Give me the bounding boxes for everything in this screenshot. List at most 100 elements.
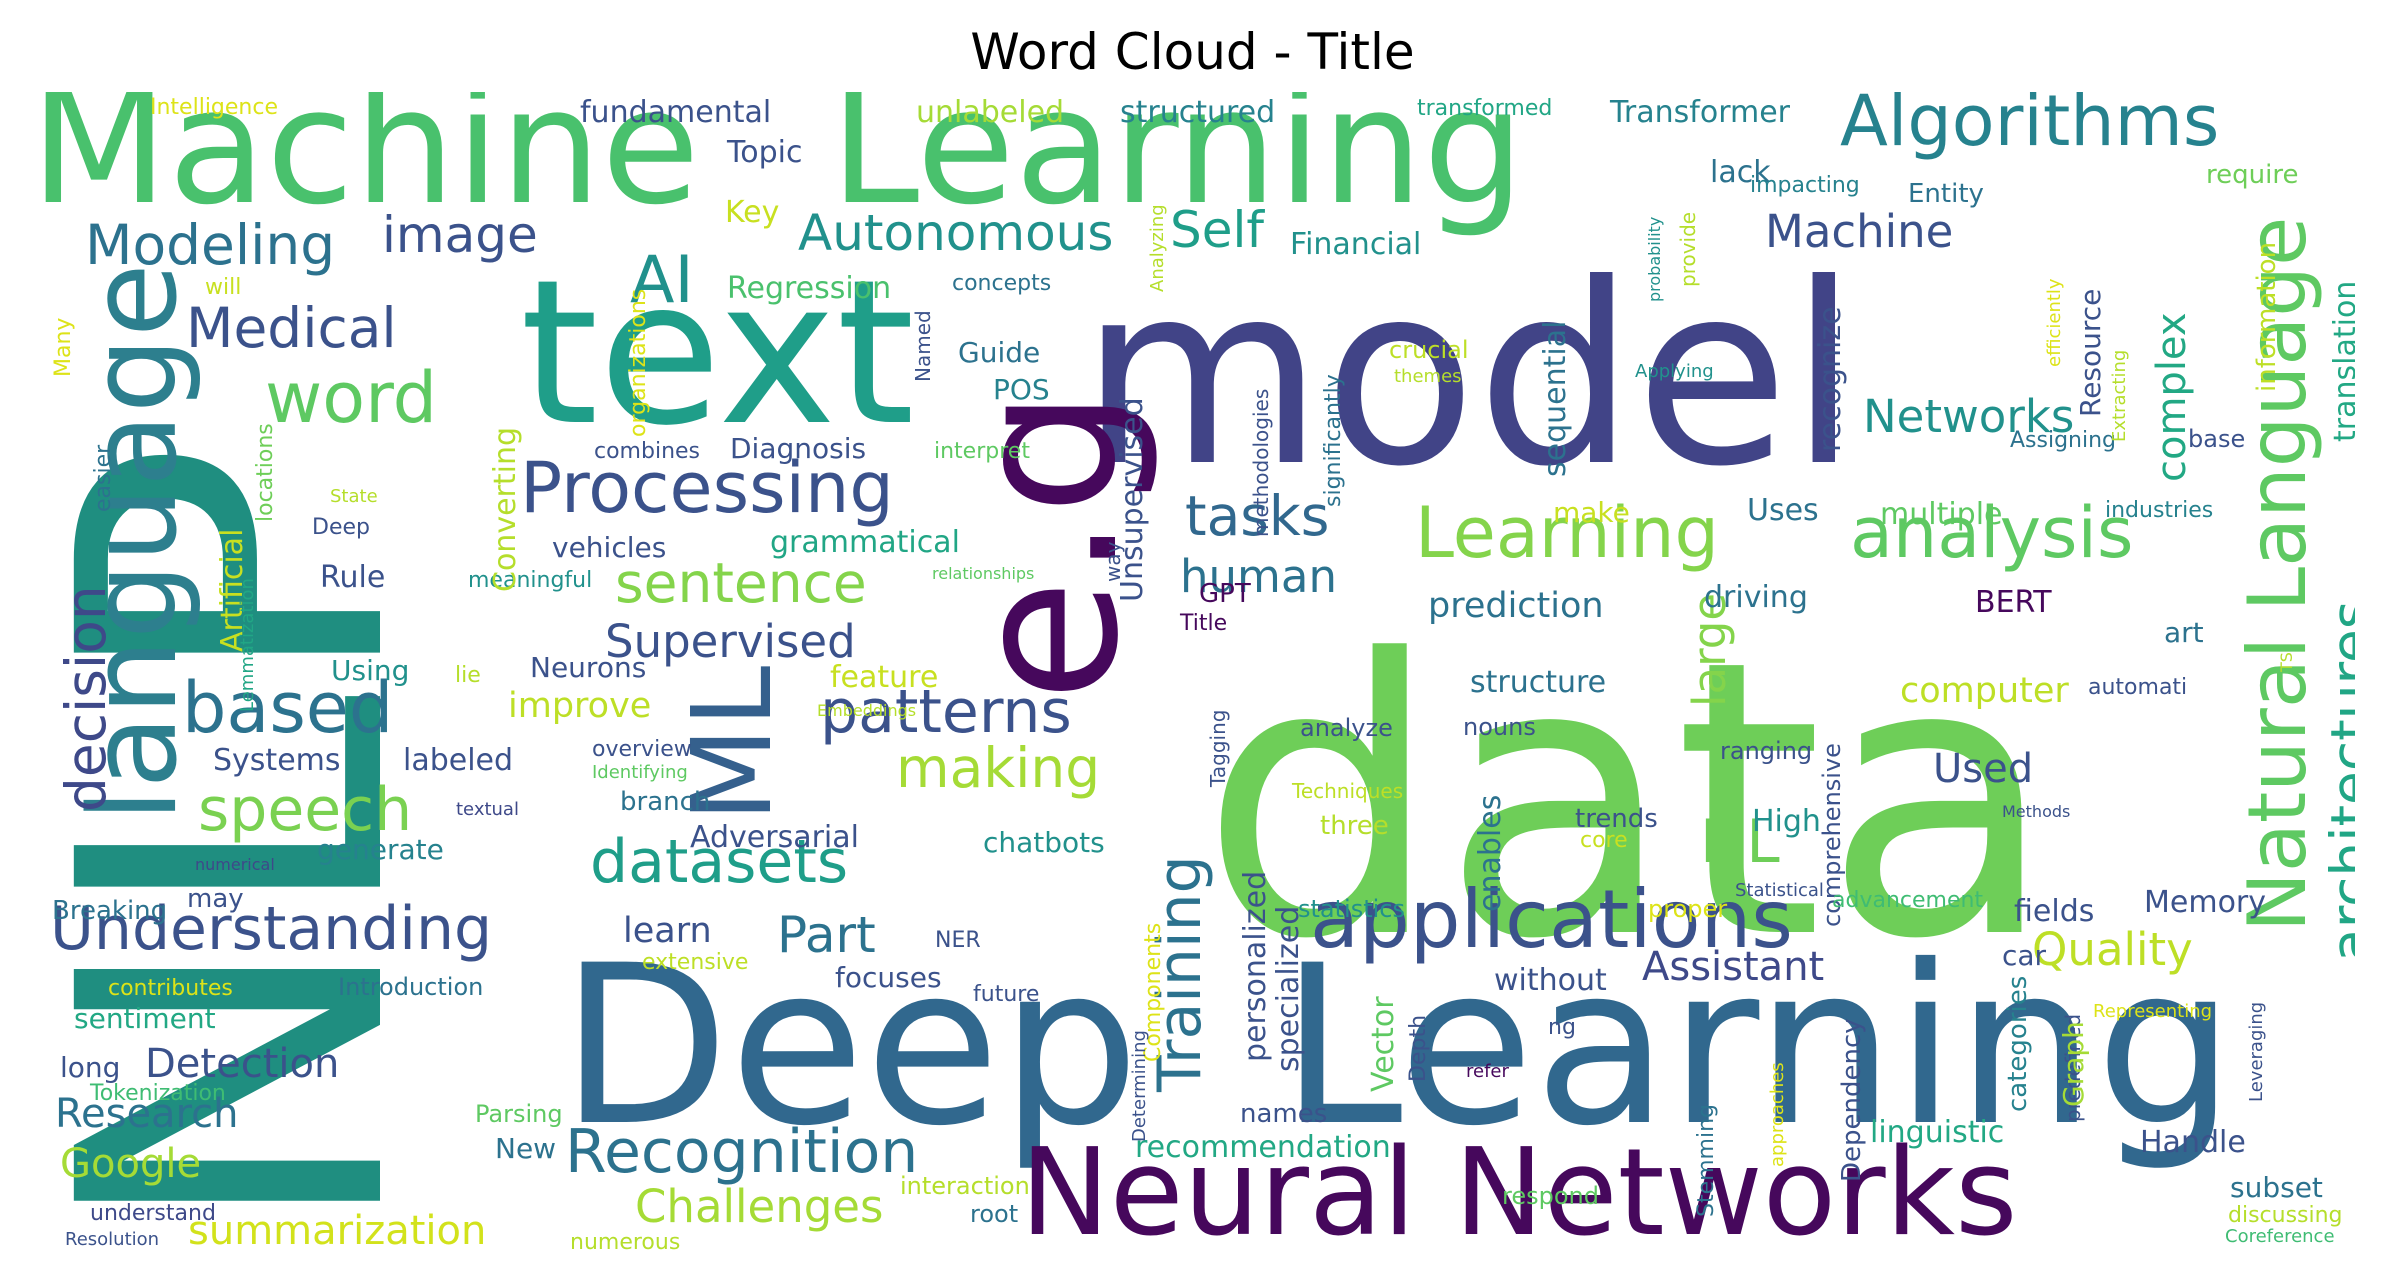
word-supervised: Supervised (605, 615, 856, 668)
word-concepts: concepts (952, 271, 1051, 296)
word-new: New (495, 1132, 556, 1165)
word-significantly: significantly (1321, 374, 1346, 507)
word-learning: Learning (830, 92, 1525, 240)
word-uses: Uses (1747, 493, 1819, 528)
word-three: three (1320, 811, 1389, 841)
word-refer: refer (1466, 1061, 1509, 1082)
word-neural-networks: Neural Networks (1020, 1124, 2018, 1263)
word-bert: BERT (1975, 585, 2052, 620)
word-handle: Handle (2140, 1125, 2246, 1160)
word-impacting: impacting (1750, 173, 1860, 198)
word-financial: Financial (1290, 227, 1421, 262)
word-word: word (265, 357, 437, 439)
word-recognition: Recognition (565, 1117, 918, 1187)
word-text: text (520, 237, 915, 470)
word-autonomous: Autonomous (798, 204, 1113, 262)
word-categories: categories (2003, 976, 2033, 1112)
figure-title: Word Cloud - Title (970, 23, 1415, 81)
word-driving: driving (1704, 580, 1808, 615)
word-applications: applications (1310, 873, 1793, 966)
word-machine: Machine (1765, 205, 1953, 258)
word-ner: NER (935, 928, 981, 953)
word-quality: Quality (2032, 923, 2193, 976)
word-depth: Depth (1406, 1015, 1431, 1082)
word-enables: enables (1473, 795, 1508, 912)
word-stemming: Stemming (1694, 1104, 1719, 1217)
word-contributes: contributes (108, 976, 233, 1001)
word-generate: generate (317, 833, 444, 866)
word-combines: combines (594, 439, 700, 464)
word-data: data (1200, 579, 2056, 1022)
word-art: art (2164, 616, 2204, 649)
word-deep: Deep (560, 918, 1140, 1174)
word-interpret: interpret (934, 439, 1030, 464)
word-advancement: advancement (1832, 888, 1983, 913)
word-multiple: multiple (1880, 497, 2003, 532)
word-learn: learn (623, 911, 712, 951)
word-processing: Processing (520, 447, 894, 529)
word-make: make (1553, 496, 1630, 529)
word-challenges: Challenges (635, 1180, 883, 1233)
word-methodologies: methodologies (1249, 389, 1273, 537)
word-pos: POS (993, 373, 1050, 406)
word-provide: provide (1676, 212, 1700, 287)
word-machine: Machine (30, 92, 700, 240)
word-sequential: sequential (1538, 321, 1573, 477)
word-unsupervised: Unsupervised (1115, 397, 1150, 602)
word-long: long (60, 1051, 120, 1084)
word-branch: branch (620, 787, 710, 817)
word-labeled: labeled (403, 743, 513, 778)
word-resource: Resource (2074, 289, 2107, 417)
word-numerous: numerous (570, 1230, 680, 1255)
word-transformed: transformed (1417, 96, 1552, 121)
word-training: Training (1145, 855, 1215, 1093)
word-diagnosis: Diagnosis (730, 432, 866, 465)
word-may: may (187, 884, 244, 914)
word-structured: structured (1120, 95, 1275, 130)
word-transformer: Transformer (1609, 95, 1791, 130)
word-part: Part (777, 906, 876, 964)
word-topic: Topic (726, 135, 802, 170)
word-learning: Learning (1415, 492, 1719, 574)
word-linguistic: linguistic (1870, 1115, 2004, 1150)
word-extensive: extensive (642, 950, 748, 975)
word-research: Research (55, 1091, 238, 1137)
word-locations: locations (253, 423, 278, 522)
word-ts: TS (2277, 652, 2296, 673)
word-respond: respond (1502, 1182, 1599, 1210)
word-entity: Entity (1908, 179, 1984, 209)
word-industries: industries (2105, 498, 2213, 523)
word-base: base (2188, 425, 2245, 453)
word-unlabeled: unlabeled (916, 95, 1064, 130)
word-ml: ML (668, 666, 796, 822)
word-computer: computer (1900, 671, 2069, 711)
word-learning: Learning (1280, 918, 2235, 1174)
word-parsing: Parsing (475, 1100, 563, 1128)
word-breaking: Breaking (52, 896, 167, 926)
word-extracting: Extracting (2109, 350, 2130, 442)
word-translation: translation (2328, 281, 2355, 442)
word-predefined: predefined (2061, 1014, 2085, 1122)
word-graph: Graph (2057, 1021, 2090, 1107)
word-complex: complex (2149, 312, 2195, 482)
word-structure: structure (1470, 665, 1606, 700)
word-identifying: Identifying (592, 762, 688, 783)
word-key: Key (725, 195, 779, 230)
word-lie: lie (455, 663, 481, 688)
word-resolution: Resolution (65, 1229, 159, 1250)
word-model: model (1080, 230, 1858, 521)
word-image: image (382, 206, 538, 264)
word-comprehensive: comprehensive (1818, 743, 1846, 927)
word-crucial: crucial (1389, 336, 1469, 364)
word-representing: Representing (2093, 1001, 2212, 1022)
word-interaction: interaction (900, 1172, 1030, 1200)
word-making: making (896, 736, 1100, 800)
word-algorithms: Algorithms (1840, 92, 2219, 162)
word-automati: automati (2088, 675, 2187, 700)
word-gpt: GPT (1199, 579, 1251, 609)
word-summarization: summarization (188, 1208, 486, 1254)
word-grammatical: grammatical (770, 525, 960, 560)
word-overview: overview (592, 737, 692, 762)
word-methods: Methods (2002, 802, 2070, 821)
